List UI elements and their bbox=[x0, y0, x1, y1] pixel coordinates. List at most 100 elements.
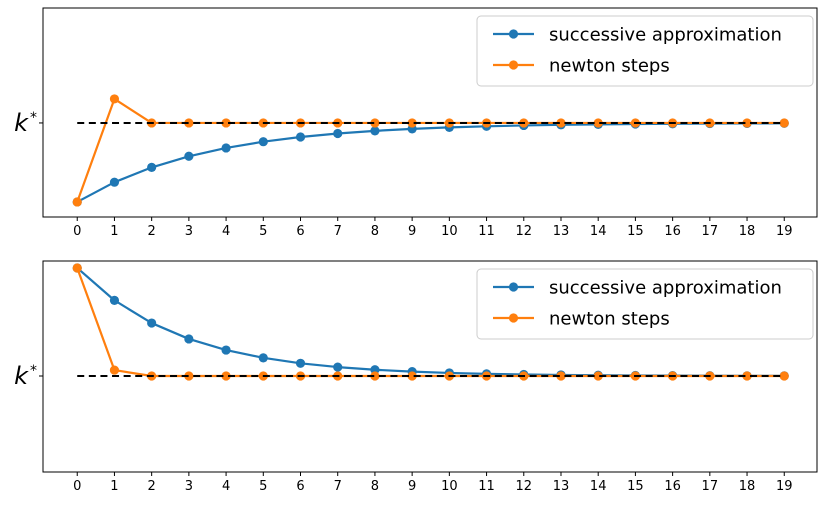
legend-box bbox=[476, 15, 814, 87]
data-point-newton-steps bbox=[221, 118, 231, 128]
y-axis-label-kstar: k * bbox=[14, 362, 37, 390]
axes-spines bbox=[42, 260, 818, 473]
x-tick-label: 19 bbox=[776, 479, 793, 494]
x-tick-label: 13 bbox=[553, 224, 570, 239]
legend-marker-newton-steps bbox=[508, 60, 519, 70]
data-point-newton-steps bbox=[556, 118, 566, 128]
x-tick-label: 2 bbox=[148, 224, 156, 239]
x-tick-label: 6 bbox=[296, 479, 304, 494]
x-tick-label: 17 bbox=[702, 479, 719, 494]
x-tick-label: 14 bbox=[590, 479, 607, 494]
plot-line-successive-approximation bbox=[76, 122, 785, 203]
x-tick-label: 15 bbox=[627, 224, 644, 239]
legend-marker-newton-steps bbox=[508, 313, 519, 323]
data-point-newton-steps bbox=[72, 263, 82, 273]
data-point-newton-steps bbox=[109, 94, 120, 104]
axes-spines bbox=[42, 7, 818, 218]
data-point-newton-steps bbox=[184, 118, 194, 128]
data-point-newton-steps bbox=[593, 371, 603, 381]
legend-label-newton-steps: newton steps bbox=[549, 56, 670, 77]
legend-label-successive-approximation: successive approximation bbox=[549, 278, 782, 299]
data-point-newton-steps bbox=[779, 371, 789, 381]
legend-label-successive-approximation: successive approximation bbox=[549, 25, 782, 46]
x-tick-label: 19 bbox=[776, 224, 793, 239]
data-point-newton-steps bbox=[370, 118, 380, 128]
x-tick-label: 10 bbox=[441, 224, 458, 239]
plot-line-newton-steps bbox=[76, 97, 785, 203]
x-tick-label: 9 bbox=[408, 479, 416, 494]
data-point-successive-approximation bbox=[184, 334, 194, 344]
data-point-successive-approximation bbox=[295, 358, 306, 368]
data-point-newton-steps bbox=[109, 365, 120, 375]
data-point-successive-approximation bbox=[109, 177, 120, 187]
data-point-newton-steps bbox=[72, 197, 82, 207]
data-point-successive-approximation bbox=[333, 128, 343, 139]
data-point-newton-steps bbox=[556, 371, 566, 381]
subplot-bottom: 0 1 2 3 4 5 6 7 8 9 10 11 12 13 14 15 16 17 18 19k *successi… bbox=[14, 260, 818, 494]
x-tick-label: 5 bbox=[259, 479, 267, 494]
x-tick-label: 18 bbox=[739, 479, 756, 494]
data-point-successive-approximation bbox=[370, 126, 380, 136]
data-point-newton-steps bbox=[779, 118, 789, 128]
x-tick-label: 13 bbox=[553, 479, 570, 494]
legend-marker-successive-approximation bbox=[508, 282, 519, 292]
x-tick-label: 15 bbox=[627, 479, 644, 494]
x-axis: 0 1 2 3 4 5 6 7 8 9 10 11 12 13 14 15 16 17 18 19 bbox=[73, 217, 793, 239]
data-point-successive-approximation bbox=[258, 353, 268, 363]
x-tick-label: 2 bbox=[148, 479, 156, 494]
x-tick-label: 7 bbox=[334, 224, 342, 239]
data-point-successive-approximation bbox=[109, 295, 120, 305]
x-tick-label: 0 bbox=[73, 224, 81, 239]
legend: successive approximation newton steps bbox=[476, 15, 814, 87]
data-point-newton-steps bbox=[184, 371, 194, 381]
legend-label-newton-steps: newton steps bbox=[549, 309, 670, 330]
data-point-newton-steps bbox=[593, 118, 603, 128]
data-point-successive-approximation bbox=[221, 143, 231, 153]
data-point-successive-approximation bbox=[295, 132, 306, 142]
x-tick-label: 9 bbox=[408, 224, 416, 239]
x-tick-label: 18 bbox=[739, 224, 756, 239]
x-tick-label: 8 bbox=[371, 479, 379, 494]
data-point-newton-steps bbox=[742, 371, 752, 381]
data-point-successive-approximation bbox=[147, 318, 157, 328]
x-tick-label: 11 bbox=[478, 224, 495, 239]
x-tick-label: 5 bbox=[259, 224, 267, 239]
x-tick-label: 3 bbox=[185, 479, 193, 494]
legend-marker-successive-approximation bbox=[508, 29, 519, 39]
data-point-successive-approximation bbox=[221, 345, 231, 355]
x-tick-label: 3 bbox=[185, 224, 193, 239]
data-point-newton-steps bbox=[742, 118, 752, 128]
data-point-newton-steps bbox=[221, 371, 231, 381]
x-tick-label: 14 bbox=[590, 224, 607, 239]
x-tick-label: 12 bbox=[515, 224, 532, 239]
x-tick-label: 7 bbox=[334, 479, 342, 494]
x-tick-label: 0 bbox=[73, 479, 81, 494]
x-tick-label: 16 bbox=[664, 224, 681, 239]
x-tick-label: 4 bbox=[222, 224, 230, 239]
x-tick-label: 10 bbox=[441, 479, 458, 494]
x-tick-label: 1 bbox=[110, 479, 118, 494]
data-point-successive-approximation bbox=[184, 151, 194, 161]
subplot-top: 0 1 2 3 4 5 6 7 8 9 10 11 12 13 14 15 16 17 18 19k *successi… bbox=[14, 7, 818, 239]
y-axis-label-kstar: k * bbox=[14, 109, 37, 137]
plot-markers-successive-approximation bbox=[72, 118, 789, 207]
data-point-newton-steps bbox=[370, 371, 380, 381]
legend-box bbox=[476, 268, 814, 340]
data-point-successive-approximation bbox=[258, 137, 268, 147]
x-tick-label: 6 bbox=[296, 224, 304, 239]
x-tick-label: 17 bbox=[702, 224, 719, 239]
data-point-successive-approximation bbox=[333, 362, 343, 372]
data-point-successive-approximation bbox=[147, 162, 157, 172]
x-tick-label: 4 bbox=[222, 479, 230, 494]
x-tick-label: 1 bbox=[110, 224, 118, 239]
x-tick-label: 11 bbox=[478, 479, 495, 494]
x-axis: 0 1 2 3 4 5 6 7 8 9 10 11 12 13 14 15 16 17 18 19 bbox=[73, 472, 793, 494]
x-tick-label: 8 bbox=[371, 224, 379, 239]
legend: successive approximation newton steps bbox=[476, 268, 814, 340]
x-tick-label: 12 bbox=[515, 479, 532, 494]
x-tick-label: 16 bbox=[664, 479, 681, 494]
data-point-newton-steps bbox=[407, 118, 417, 128]
data-point-newton-steps bbox=[407, 371, 417, 381]
